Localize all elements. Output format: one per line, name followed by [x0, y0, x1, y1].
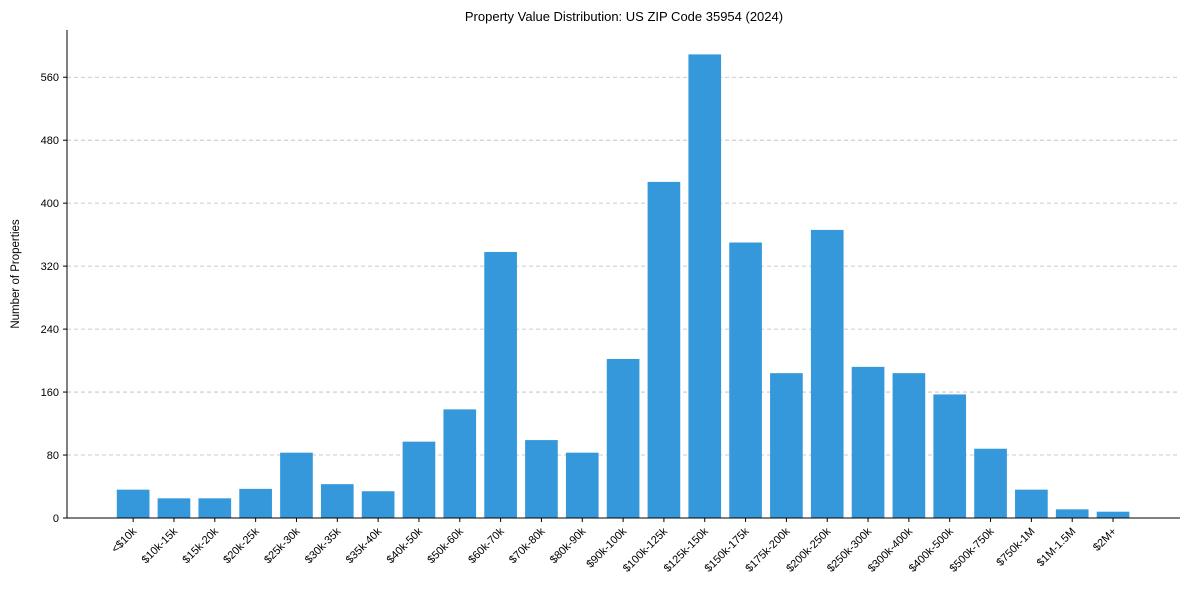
y-tick-label: 80: [47, 450, 59, 462]
bar: [1055, 509, 1089, 518]
x-tick-label: $50k-60k: [425, 525, 466, 566]
bar: [443, 409, 477, 518]
y-tick-label: 240: [41, 324, 59, 336]
bar: [770, 373, 803, 518]
bar: [1096, 511, 1130, 518]
x-tick-label: $70k-80k: [507, 525, 548, 566]
x-tick-label: $35k-40k: [344, 525, 385, 566]
x-tick-label: $10k-15k: [140, 525, 181, 566]
x-tick-label: $500k-750k: [948, 525, 997, 574]
bar: [116, 489, 150, 518]
bar: [565, 452, 599, 518]
bar: [280, 452, 313, 518]
y-tick-label: 480: [41, 135, 59, 147]
x-tick-label: $15k-20k: [180, 525, 221, 566]
bar: [647, 181, 681, 519]
x-tick-label: $1M-1.5M: [1035, 526, 1079, 570]
x-tick-label: $750k-1M: [994, 526, 1037, 569]
bar: [361, 491, 395, 518]
bar: [933, 394, 967, 518]
bar: [729, 242, 762, 519]
bar: [1015, 489, 1048, 518]
bar: [525, 440, 558, 518]
y-tick-label: 160: [41, 387, 59, 399]
bar: [239, 488, 272, 518]
y-tick-label: 320: [41, 261, 59, 273]
y-tick-label: 0: [53, 513, 59, 525]
bar: [157, 498, 191, 518]
bar: [198, 498, 232, 518]
y-tick-label: 400: [41, 198, 59, 210]
bar: [402, 441, 436, 518]
x-tick-label: $40k-50k: [385, 525, 426, 566]
bar: [851, 366, 885, 518]
bar: [320, 484, 354, 518]
x-tick-label: $30k-35k: [303, 525, 344, 566]
x-tick-label: $60k-70k: [466, 525, 507, 566]
bar: [892, 373, 926, 518]
x-tick-label: $20k-25k: [221, 525, 262, 566]
bar: [688, 54, 722, 519]
y-axis-label: Number of Properties: [10, 219, 22, 329]
x-tick-label: <$10k: [109, 525, 139, 555]
x-tick-label: $80k-90k: [548, 525, 589, 566]
x-tick-label: $25k-30k: [262, 525, 303, 566]
bar: [974, 448, 1007, 518]
bar: [484, 251, 517, 518]
bar: [606, 359, 640, 518]
y-tick-label: 560: [41, 72, 59, 84]
x-tick-label: $2M+: [1091, 526, 1119, 554]
chart-title: Property Value Distribution: US ZIP Code…: [465, 9, 783, 24]
bar: [810, 229, 844, 518]
